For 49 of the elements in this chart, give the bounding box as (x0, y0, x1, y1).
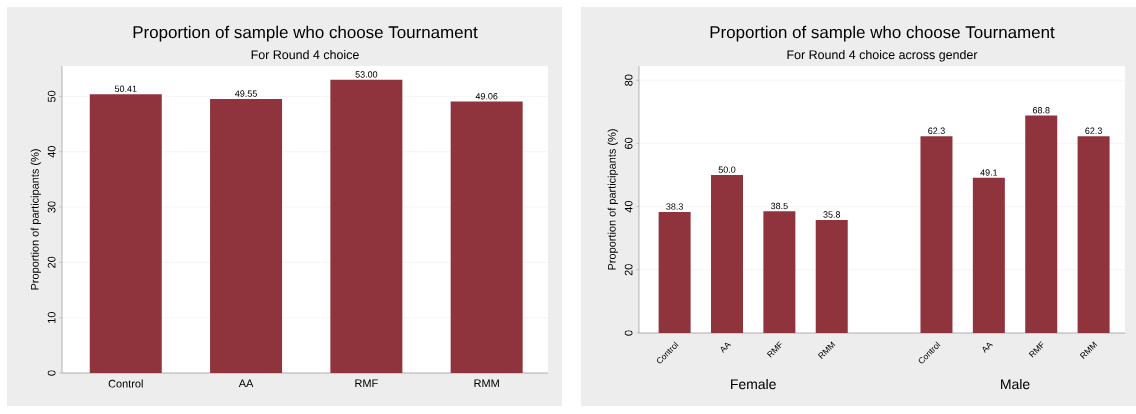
text: Female (731, 378, 776, 390)
y-tick-label: 40 (624, 200, 633, 213)
chart-subtitle: For Round 4 choice across gender (787, 49, 978, 62)
y-tick-label: 80 (624, 74, 633, 86)
bar (815, 219, 848, 333)
y-tick-label: 50 (47, 90, 56, 103)
bar (763, 211, 796, 333)
data-label: 35.8 (823, 211, 841, 218)
chart-subtitle: For Round 4 choice (251, 49, 359, 60)
x-tick-label: Control (108, 379, 143, 388)
text: Male (1001, 378, 1030, 390)
x-tick-label: RMM (474, 379, 499, 388)
x-tick-label: AA (238, 379, 254, 388)
data-label: 49.06 (475, 93, 498, 100)
y-tick-label: 10 (47, 312, 56, 323)
x-tick-label: RMF (355, 379, 378, 388)
data-label: 49.55 (235, 90, 257, 97)
data-label: 53.00 (355, 71, 378, 78)
bar (972, 177, 1005, 333)
data-label: 49.1 (980, 169, 998, 176)
y-tick-label: 0 (624, 330, 633, 336)
chart-title: Proportion of sample who choose Tournament (133, 25, 478, 42)
x-tick-label: AA (982, 342, 993, 354)
bar (210, 98, 283, 373)
data-label: 38.5 (770, 202, 788, 210)
bar (330, 79, 403, 373)
data-label: 50.41 (114, 85, 137, 92)
y-tick-label: 60 (624, 137, 633, 149)
bar (89, 94, 162, 373)
data-label: 38.3 (666, 203, 683, 210)
y-tick-label: 40 (47, 146, 56, 158)
bar (1025, 115, 1058, 333)
bar (711, 175, 743, 333)
chart-title: Proportion of sample who choose Tournament (710, 25, 1055, 42)
y-tick-label: 0 (47, 370, 56, 376)
bar (920, 136, 953, 333)
y-tick-label: 20 (47, 256, 56, 268)
data-label: 50.0 (718, 166, 736, 173)
y-tick-label: 20 (624, 264, 633, 276)
bar (658, 211, 691, 333)
y-axis-title: Proportion of participants (%) (30, 149, 41, 290)
data-label: 62.3 (1085, 127, 1102, 134)
bar (1077, 136, 1110, 333)
y-axis-title: Proportion of participants (%) (607, 129, 618, 270)
y-tick-label: 30 (47, 201, 56, 213)
data-label: 68.8 (1032, 107, 1050, 114)
data-label: 62.3 (928, 127, 945, 134)
x-tick-label: AA (720, 342, 732, 354)
bar (450, 101, 523, 373)
